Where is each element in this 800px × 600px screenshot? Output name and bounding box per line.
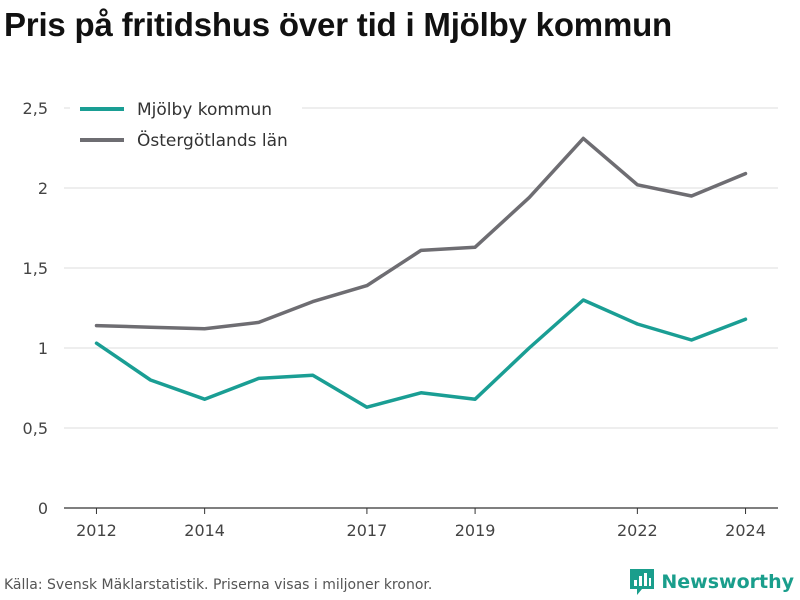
x-tick-label: 2022 xyxy=(617,521,658,540)
y-tick-label: 2,5 xyxy=(23,99,48,118)
series-line-1 xyxy=(94,298,748,409)
gridlines xyxy=(64,107,778,509)
x-tick-label: 2017 xyxy=(347,521,388,540)
x-tick-label: 2014 xyxy=(184,521,225,540)
y-axis-ticks: 0 0,5 1 1,5 2 2,5 xyxy=(23,99,48,518)
x-tick-label: 2024 xyxy=(725,521,766,540)
y-tick-label: 1 xyxy=(38,339,48,358)
series-lines xyxy=(94,136,748,409)
legend-label: Mjölby kommun xyxy=(137,100,272,120)
series-line-2 xyxy=(94,136,748,331)
page-title: Pris på fritidshus över tid i Mjölby kom… xyxy=(4,6,672,43)
y-tick-label: 1,5 xyxy=(23,259,48,278)
x-tick-label: 2012 xyxy=(76,521,117,540)
x-tick-label: 2019 xyxy=(455,521,496,540)
y-tick-label: 0 xyxy=(38,499,48,518)
source-note: Källa: Svensk Mäklarstatistik. Priserna … xyxy=(4,577,433,593)
legend-label: Östergötlands län xyxy=(137,129,288,151)
legend-background xyxy=(70,95,302,157)
y-tick-label: 2 xyxy=(38,179,48,198)
bar-chart-logo-icon xyxy=(630,569,655,595)
brand-logo: Newsworthy xyxy=(629,568,794,596)
x-axis-ticks: 2012 2014 2017 2019 2022 2024 xyxy=(76,508,766,540)
legend: Mjölby kommun Östergötlands län xyxy=(70,95,302,157)
brand-name: Newsworthy xyxy=(661,571,794,593)
y-tick-label: 0,5 xyxy=(23,419,48,438)
